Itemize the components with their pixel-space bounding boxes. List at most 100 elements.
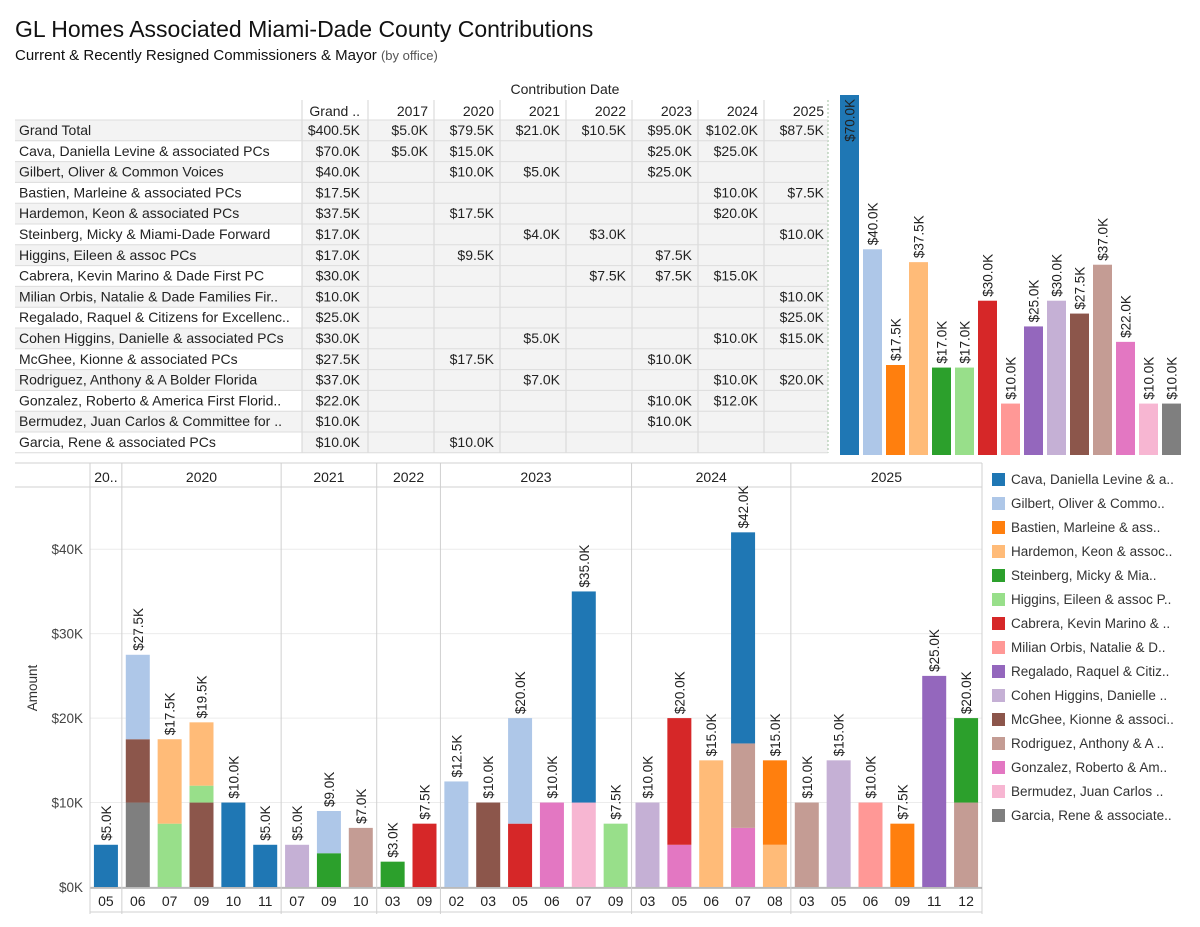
legend-item[interactable]: Higgins, Eileen & assoc P.. — [992, 587, 1197, 611]
bar-total-label: $7.5K — [609, 784, 624, 819]
month-tick-label: 07 — [289, 893, 305, 909]
table-cell: $5.0K — [523, 164, 560, 180]
bar-total-label: $27.5K — [131, 608, 146, 651]
legend-item[interactable]: Gilbert, Oliver & Commo.. — [992, 491, 1197, 515]
legend-item[interactable]: Regalado, Raquel & Citiz.. — [992, 659, 1197, 683]
legend-item[interactable]: Cabrera, Kevin Marino & .. — [992, 611, 1197, 635]
bar-total-label: $10.0K — [545, 756, 560, 799]
table-cell: $10.0K — [714, 330, 759, 346]
table-cell: $15.0K — [714, 268, 759, 284]
legend-item[interactable]: McGhee, Kionne & associ.. — [992, 707, 1197, 731]
legend-item[interactable]: Garcia, Rene & associate.. — [992, 803, 1197, 827]
legend-label: Cava, Daniella Levine & a.. — [1011, 471, 1174, 487]
table-cell: $87.5K — [780, 122, 825, 138]
table-cell: $30.0K — [316, 330, 361, 346]
office-bar-label: $70.0K — [843, 99, 858, 142]
column-header: 2020 — [463, 103, 494, 119]
bar-segment — [571, 802, 596, 887]
table-cell: $21.0K — [516, 122, 561, 138]
month-tick-label: 11 — [927, 893, 942, 909]
row-label: Rodriguez, Anthony & A Bolder Florida — [19, 372, 257, 388]
legend-item[interactable]: Cohen Higgins, Danielle .. — [992, 683, 1197, 707]
table-cell: $25.0K — [780, 309, 825, 325]
contribution-crosstab: Contribution Date Grand .. 2017 2020 2021 202… — [15, 81, 829, 454]
month-tick-label: 10 — [353, 893, 369, 909]
office-bar-label: $25.0K — [1027, 280, 1042, 323]
table-cell: $7.0K — [523, 372, 560, 388]
row-label: Milian Orbis, Natalie & Dade Families Fi… — [19, 288, 278, 304]
table-row-band — [15, 328, 302, 349]
table-cell: $4.0K — [523, 226, 560, 242]
table-cell: $17.5K — [316, 184, 361, 200]
column-header: 2021 — [529, 103, 560, 119]
legend-item[interactable]: Steinberg, Micky & Mia.. — [992, 563, 1197, 587]
bar-total-label: $7.5K — [895, 784, 910, 819]
month-tick-label: 07 — [735, 893, 751, 909]
grand-total-label: Grand Total — [19, 122, 91, 138]
legend-item[interactable]: Cava, Daniella Levine & a.. — [992, 467, 1197, 491]
office-bar-label: $27.5K — [1073, 267, 1088, 310]
y-tick-label: $20K — [51, 711, 83, 726]
table-cell: $7.5K — [655, 247, 692, 263]
row-label: Hardemon, Keon & associated PCs — [19, 205, 239, 221]
legend-item[interactable]: Rodriguez, Anthony & A .. — [992, 731, 1197, 755]
y-tick-label: $0K — [59, 880, 83, 895]
bar-total-label: $10.0K — [800, 756, 815, 799]
office-bar-label: $17.0K — [958, 321, 973, 364]
month-tick-label: 05 — [98, 893, 114, 909]
y-tick-label: $30K — [51, 627, 83, 642]
office-bar-label: $30.0K — [1050, 254, 1065, 297]
table-row-band — [15, 161, 302, 183]
table-cell: $5.0K — [391, 143, 428, 159]
legend-swatch — [992, 496, 1005, 510]
office-bar-label: $37.5K — [912, 215, 927, 258]
legend-item[interactable]: Bermudez, Juan Carlos .. — [992, 779, 1197, 803]
bar-segment — [762, 844, 787, 887]
office-bar — [1001, 403, 1020, 455]
legend-item[interactable]: Bastien, Marleine & ass.. — [992, 515, 1197, 539]
bar-segment — [603, 823, 628, 887]
month-tick-label: 09 — [194, 893, 210, 909]
office-bar-label: $17.5K — [889, 318, 904, 361]
legend-swatch — [992, 736, 1005, 750]
table-cell: $25.0K — [714, 143, 759, 159]
row-label: Steinberg, Micky & Miami-Dade Forward — [19, 226, 270, 242]
legend-swatch — [992, 808, 1005, 822]
legend-swatch — [992, 568, 1005, 582]
column-header: 2024 — [727, 103, 758, 119]
year-header: 2021 — [313, 469, 344, 485]
table-cell: $10.0K — [450, 164, 495, 180]
month-tick-label: 09 — [417, 893, 433, 909]
legend-item[interactable]: Hardemon, Keon & assoc.. — [992, 539, 1197, 563]
table-cell: $17.0K — [316, 226, 361, 242]
bar-total-label: $15.0K — [768, 714, 783, 757]
bar-segment — [157, 823, 182, 887]
month-tick-label: 10 — [226, 893, 242, 909]
table-cell: $20.0K — [714, 205, 759, 221]
table-cell: $37.0K — [316, 372, 361, 388]
office-bar-label: $17.0K — [935, 321, 950, 364]
legend-label: Cabrera, Kevin Marino & .. — [1011, 615, 1171, 631]
row-label: Bermudez, Juan Carlos & Committee for .. — [19, 413, 282, 429]
bar-total-label: $5.0K — [290, 805, 305, 840]
legend-item[interactable]: Gonzalez, Roberto & Am.. — [992, 755, 1197, 779]
legend-item[interactable]: Milian Orbis, Natalie & D.. — [992, 635, 1197, 659]
legend-label: Bastien, Marleine & ass.. — [1011, 519, 1161, 535]
table-cell: $10.0K — [450, 434, 495, 450]
table-row-band — [15, 244, 302, 266]
table-cell: $25.0K — [316, 309, 361, 325]
bar-total-label: $15.0K — [704, 714, 719, 757]
subtitle-main: Current & Recently Resigned Commissioner… — [15, 47, 377, 64]
bar-segment — [635, 802, 660, 887]
month-tick-label: 03 — [640, 893, 656, 909]
month-tick-label: 06 — [863, 893, 879, 909]
bar-total-label: $10.0K — [226, 756, 241, 799]
table-cell: $15.0K — [780, 330, 825, 346]
month-tick-label: 09 — [895, 893, 911, 909]
bar-segment — [731, 743, 756, 828]
row-label: Bastien, Marleine & associated PCs — [19, 184, 242, 200]
year-header: 2020 — [186, 469, 217, 485]
table-cell: $20.0K — [780, 372, 825, 388]
office-bar — [909, 262, 928, 455]
bar-segment — [508, 823, 533, 887]
